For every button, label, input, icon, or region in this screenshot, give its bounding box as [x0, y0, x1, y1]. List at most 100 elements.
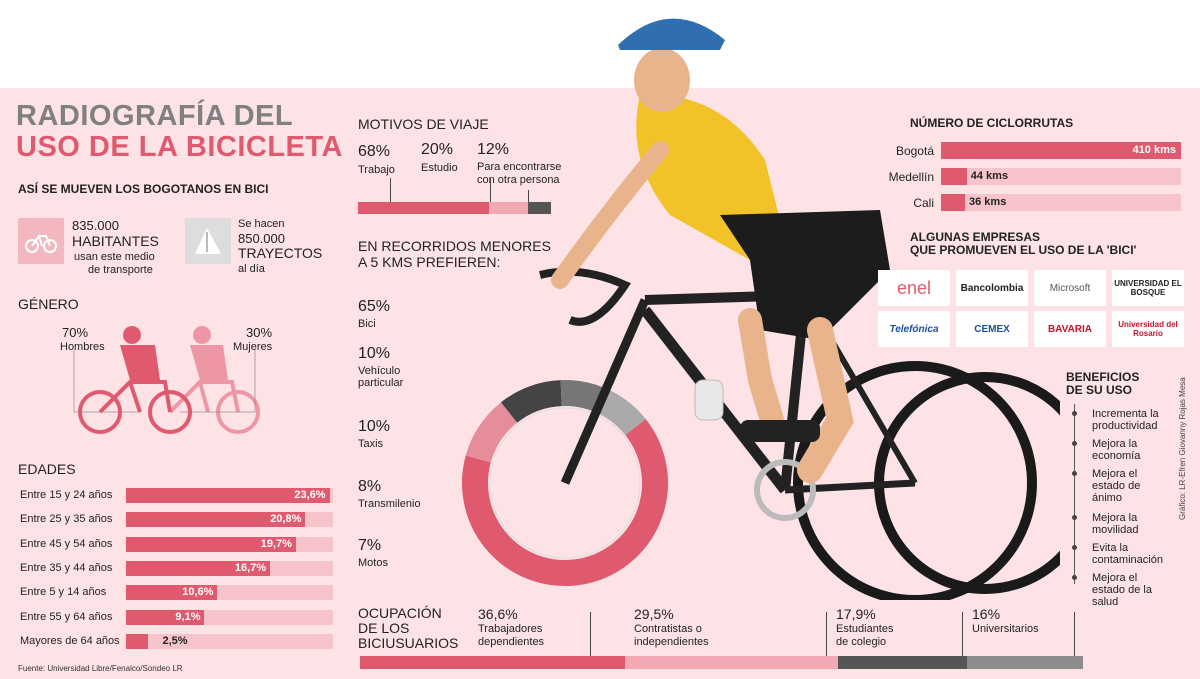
- genero-title: GÉNERO: [18, 296, 79, 312]
- male-cyclist-icon: [78, 326, 192, 434]
- empresas-title-2: QUE PROMUEVEN EL USO DE LA 'BICI': [910, 243, 1137, 257]
- ocupacion-leader-line: [1074, 612, 1075, 656]
- hombres-label: Hombres: [60, 341, 105, 353]
- beneficio-bullet: [1072, 575, 1077, 580]
- recorrido-label: Taxis: [358, 438, 384, 450]
- ciclo-value: 44 kms: [970, 170, 1009, 182]
- edad-value: 9,1%: [175, 610, 201, 623]
- ciclo-city: Cali: [913, 196, 934, 210]
- recorrido-donut-slice: [462, 418, 668, 586]
- logo-telefonica: Telefónica: [878, 311, 950, 347]
- recorridos-title-2: A 5 KMS PREFIEREN:: [358, 254, 501, 270]
- recorrido-label: Vehículo: [358, 365, 401, 377]
- shoe: [740, 420, 820, 442]
- front-wheel-inner: [489, 407, 641, 559]
- fork: [560, 298, 650, 485]
- water-bottle: [694, 379, 724, 421]
- edad-label: Entre 35 y 44 años: [20, 561, 113, 574]
- edad-value: 20,8%: [270, 513, 302, 526]
- beneficio-text: estado de la: [1092, 584, 1152, 596]
- beneficio-text: movilidad: [1092, 524, 1139, 536]
- logo-microsoft: Microsoft: [1034, 270, 1106, 306]
- habitantes-value: 835.000: [72, 218, 119, 233]
- ocupacion-title-3: BICIUSUARIOS: [358, 635, 459, 651]
- ciclo-value: 410 kms: [1132, 144, 1176, 156]
- motivo-label-2a: Para encontrarse: [477, 161, 562, 173]
- rider-leg: [797, 317, 854, 483]
- edad-label: Entre 5 y 14 años: [20, 586, 107, 599]
- ocupacion-bar-segment: [837, 656, 968, 669]
- motivo-label-1: Estudio: [421, 162, 458, 174]
- motivo-pct-0: 68%: [358, 143, 391, 160]
- ocupacion-pct: 16%: [972, 606, 1001, 622]
- subtitle: ASÍ SE MUEVEN LOS BOGOTANOS EN BICI: [18, 182, 269, 196]
- edad-value: 19,7%: [260, 537, 292, 550]
- ocupacion-label: Contratistas o: [634, 623, 702, 635]
- ocupacion-title-2: DE LOS: [358, 620, 410, 636]
- motivo-bar-segment: [358, 202, 490, 214]
- ocupacion-leader-line: [826, 612, 827, 656]
- ocupacion-bar-segment: [967, 656, 1083, 669]
- ciclo-value: 36 kms: [969, 196, 1007, 208]
- trayectos-value: 850.000: [238, 231, 285, 246]
- logo-rosario: Universidad del Rosario: [1112, 311, 1184, 347]
- edad-bar: [126, 560, 271, 576]
- recorrido-pct: 65%: [358, 298, 391, 315]
- logo-el-bosque: UNIVERSIDAD EL BOSQUE: [1112, 270, 1184, 306]
- recorrido-donut-slice: [465, 402, 518, 463]
- ciclo-bar-track: [941, 194, 1181, 211]
- motivo-label-0: Trabajo: [358, 164, 395, 176]
- ocupacion-pct: 29,5%: [634, 606, 674, 622]
- beneficio-text: Evita la: [1092, 542, 1129, 554]
- chainring: [754, 459, 816, 521]
- ocupacion-bar-segment: [624, 656, 838, 669]
- female-cyclist-icon: [148, 326, 260, 434]
- logo-bancolombia: Bancolombia: [956, 270, 1028, 306]
- motivo-pct-1: 20%: [421, 141, 454, 158]
- beneficio-bullet: [1072, 471, 1077, 476]
- ocupacion-label: Estudiantes: [836, 623, 894, 635]
- beneficio-text: productividad: [1092, 420, 1158, 432]
- edad-label: Entre 25 y 35 años: [20, 513, 113, 526]
- ocupacion-leader-line: [590, 612, 591, 656]
- edad-label: Entre 45 y 54 años: [20, 537, 113, 550]
- edad-bar: [126, 488, 330, 503]
- hombres-pct: 70%: [62, 325, 89, 340]
- beneficio-text: economía: [1092, 450, 1141, 462]
- motivo-label-2b: con otra persona: [477, 174, 560, 186]
- ciclorrutas-title: NÚMERO DE CICLORRUTAS: [910, 116, 1074, 130]
- rider-shorts: [720, 210, 890, 340]
- mujeres-label: Mujeres: [233, 341, 273, 353]
- recorrido-label: Transmilenio: [358, 498, 421, 510]
- edad-label: Entre 55 y 64 años: [20, 610, 113, 623]
- cyclist-illustration: [462, 18, 1060, 600]
- ocupacion-pct: 36,6%: [478, 606, 518, 622]
- rider-face: [634, 48, 690, 112]
- beneficio-text: Mejora el: [1092, 572, 1138, 584]
- edad-bar: [126, 512, 306, 528]
- title-line-2: USO DE LA BICICLETA: [16, 131, 343, 163]
- ciclo-bar-track: [941, 168, 1181, 185]
- edad-bar-track: [126, 633, 333, 649]
- beneficio-text: salud: [1092, 596, 1119, 608]
- trayectos-label: TRAYECTOS: [238, 245, 323, 261]
- credit-note: Gráfico: LR-Efren Giovanny Rojas Mesa: [1178, 377, 1187, 520]
- motivo-leader-line: [490, 178, 491, 202]
- ocupacion-label: Trabajadores: [478, 623, 543, 635]
- ocupacion-pct: 17,9%: [836, 606, 876, 622]
- beneficio-bullet: [1072, 411, 1077, 416]
- recorridos-title-1: EN RECORRIDOS MENORES: [358, 238, 551, 254]
- beneficio-text: ánimo: [1092, 492, 1122, 504]
- beneficio-bullet: [1072, 545, 1077, 550]
- edad-value: 23,6%: [294, 489, 326, 501]
- edad-label: Mayores de 64 años: [20, 634, 120, 647]
- edad-bar: [126, 585, 218, 601]
- ocupacion-bar-segment: [360, 656, 625, 669]
- ocupacion-label-2: independientes: [634, 636, 709, 648]
- beneficio-text: Mejora el: [1092, 468, 1138, 480]
- habitantes-label: HABITANTES: [72, 233, 159, 249]
- trayectos-pre: Se hacen: [238, 218, 285, 230]
- ciclo-bar: [941, 142, 1181, 159]
- mujeres-pct: 30%: [246, 325, 273, 340]
- edad-value: 2,5%: [162, 634, 188, 647]
